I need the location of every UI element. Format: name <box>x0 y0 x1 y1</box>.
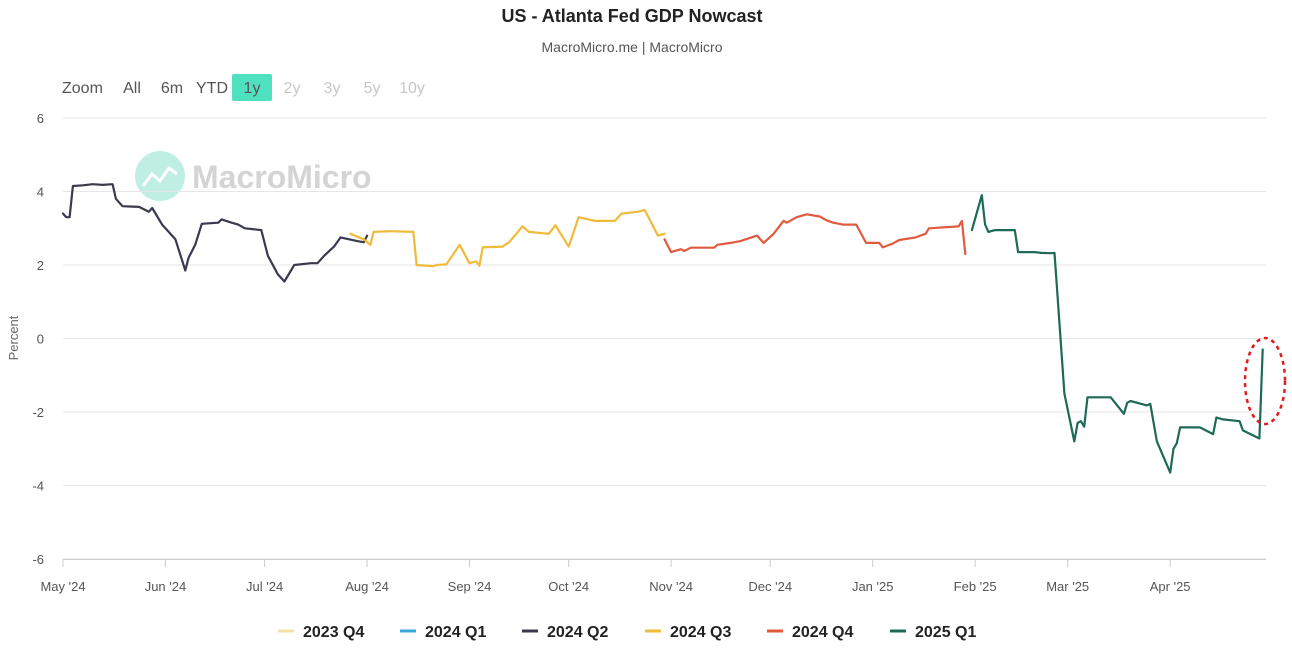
y-tick-label: 4 <box>37 185 44 200</box>
legend-label: 2024 Q2 <box>547 624 608 641</box>
y-tick-label: 0 <box>37 332 44 347</box>
zoom-button-3y[interactable]: 3y <box>324 80 341 97</box>
y-tick-label: -4 <box>32 479 44 494</box>
legend-item-2024-q1[interactable]: 2024 Q1 <box>400 624 486 641</box>
watermark-text: MacroMicro <box>192 159 372 195</box>
zoom-bar: Zoom All 6m YTD 1y 2y 3y 5y 10y <box>62 74 425 101</box>
x-tick-label: Aug '24 <box>345 579 389 594</box>
x-tick-label: Dec '24 <box>748 579 792 594</box>
highlight-ellipse <box>1243 336 1287 426</box>
x-tick-label: Nov '24 <box>649 579 693 594</box>
x-tick-label: Apr '25 <box>1150 579 1191 594</box>
y-axis-title: Percent <box>6 315 21 360</box>
watermark-logo-icon <box>135 151 185 201</box>
y-tick-label: 6 <box>37 111 44 126</box>
zoom-selected-highlight <box>232 74 272 101</box>
y-tick-label: 2 <box>37 258 44 273</box>
zoom-button-6m[interactable]: 6m <box>161 80 183 97</box>
x-tick-label: Feb '25 <box>954 579 997 594</box>
watermark: MacroMicro <box>135 151 372 201</box>
zoom-label: Zoom <box>62 80 103 97</box>
legend: 2023 Q4 2024 Q1 2024 Q2 2024 Q3 2024 Q4 2025 … <box>278 624 976 641</box>
series-line-2024-q4[interactable] <box>663 213 967 256</box>
legend-item-2024-q4[interactable]: 2024 Q4 <box>767 624 853 641</box>
x-tick-label: Mar '25 <box>1046 579 1089 594</box>
zoom-button-all[interactable]: All <box>123 80 141 97</box>
zoom-button-1y[interactable]: 1y <box>244 80 261 97</box>
legend-label: 2024 Q1 <box>425 624 486 641</box>
x-tick-label: Jul '24 <box>246 579 283 594</box>
x-tick-label: Jan '25 <box>852 579 894 594</box>
x-tick-label: Oct '24 <box>548 579 589 594</box>
legend-label: 2025 Q1 <box>915 624 976 641</box>
series-layer <box>61 183 1264 474</box>
y-tick-label: -6 <box>32 552 44 567</box>
chart-title: US - Atlanta Fed GDP Nowcast <box>501 6 762 26</box>
series-line-2024-q3[interactable] <box>349 208 666 268</box>
x-axis: May '24 Jun '24 Jul '24 Aug '24 Sep '24 Oct '… <box>40 559 1266 594</box>
legend-item-2024-q3[interactable]: 2024 Q3 <box>645 624 731 641</box>
zoom-button-5y[interactable]: 5y <box>364 80 381 97</box>
legend-label: 2024 Q3 <box>670 624 731 641</box>
zoom-button-2y[interactable]: 2y <box>284 80 301 97</box>
chart-subtitle: MacroMicro.me | MacroMicro <box>542 39 723 55</box>
zoom-button-10y[interactable]: 10y <box>399 80 425 97</box>
x-tick-label: Jun '24 <box>145 579 187 594</box>
watermark-chart-glyph-icon <box>141 165 178 187</box>
y-tick-label: -2 <box>32 405 44 420</box>
legend-label: 2024 Q4 <box>792 624 853 641</box>
series-line-2024-q2[interactable] <box>61 183 369 283</box>
zoom-button-ytd[interactable]: YTD <box>196 80 228 97</box>
legend-item-2025-q1[interactable]: 2025 Q1 <box>890 624 976 641</box>
legend-item-2023-q4[interactable]: 2023 Q4 <box>278 624 364 641</box>
x-tick-label: Sep '24 <box>448 579 492 594</box>
x-tick-label: May '24 <box>40 579 85 594</box>
series-line-2025-q1[interactable] <box>970 194 1264 474</box>
legend-label: 2023 Q4 <box>303 624 364 641</box>
legend-item-2024-q2[interactable]: 2024 Q2 <box>522 624 608 641</box>
